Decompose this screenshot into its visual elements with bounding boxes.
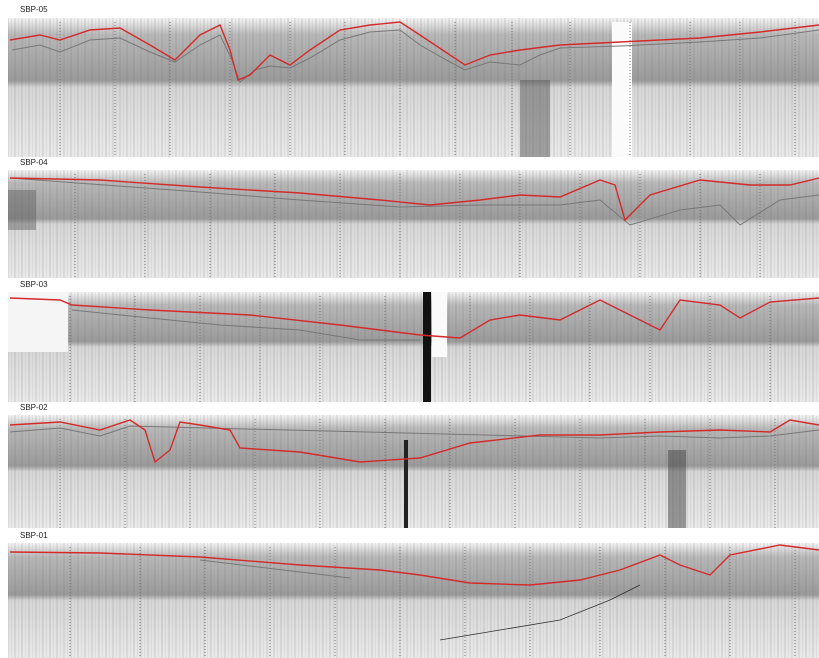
panel: SBP-05 <box>8 5 819 157</box>
data-gap <box>8 292 68 352</box>
panel-label: SBP-03 <box>20 280 48 289</box>
panel: SBP-02 <box>8 403 819 528</box>
dark-zone <box>423 292 431 402</box>
dark-zone <box>520 80 550 157</box>
panel: SBP-01 <box>8 531 819 658</box>
panel-texture <box>8 18 819 157</box>
panel-label: SBP-04 <box>20 158 48 167</box>
panel-texture <box>8 543 819 658</box>
panel-texture <box>8 170 819 278</box>
panel: SBP-04 <box>8 158 819 278</box>
panel: SBP-03 <box>8 280 819 402</box>
panel-label: SBP-05 <box>20 5 48 14</box>
panel-texture <box>8 415 819 528</box>
dark-zone <box>668 450 686 528</box>
page: SBP-05 SBP-04 SBP-03 SBP-02 <box>0 0 819 658</box>
profile-figure: SBP-05 SBP-04 SBP-03 SBP-02 <box>0 0 819 658</box>
dark-zone <box>8 190 36 230</box>
dark-zone <box>404 440 408 528</box>
panel-label: SBP-02 <box>20 403 48 412</box>
data-gap <box>432 292 447 357</box>
panel-label: SBP-01 <box>20 531 48 540</box>
